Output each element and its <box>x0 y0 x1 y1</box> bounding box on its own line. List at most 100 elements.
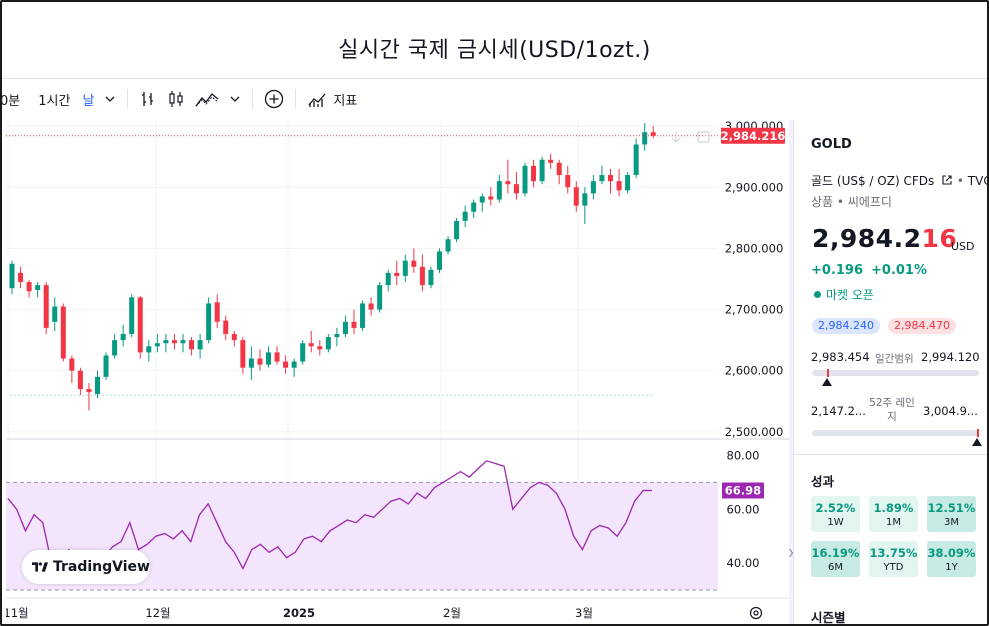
candle-body <box>52 306 58 322</box>
performance-card[interactable]: 13.75% YTD <box>869 541 918 577</box>
candle-body <box>539 159 545 182</box>
candle-body <box>599 175 605 182</box>
candle-body <box>479 196 485 203</box>
candle-body <box>642 132 648 145</box>
performance-period: 1Y <box>945 562 958 573</box>
last-price: 2,984.216 <box>812 224 957 253</box>
performance-card[interactable]: 1.89% 1M <box>869 496 918 532</box>
tradingview-logo-icon <box>32 562 48 572</box>
chart-style-dropdown-button[interactable] <box>224 85 246 113</box>
candle-body <box>86 389 92 393</box>
divider <box>2 78 987 79</box>
candle-body <box>650 132 656 136</box>
candle-body <box>462 211 468 221</box>
candle-chart-style-button[interactable] <box>162 85 190 113</box>
candle-body <box>35 285 41 291</box>
time-axis-label: 3월 <box>575 606 593 620</box>
chart-pane[interactable]: 3,000.000 2,900.000 2,800.000 2,700.000 2,60… <box>3 119 789 624</box>
candle-body <box>146 346 152 353</box>
price-axis-label: 2,700.000 <box>725 303 784 317</box>
interval-day-button[interactable]: 날 <box>82 93 95 109</box>
bar-chart-style-button[interactable] <box>134 85 162 113</box>
candle-body <box>573 187 579 206</box>
last-price-main: 2,984.2 <box>812 224 922 253</box>
candle-body <box>171 340 177 344</box>
performance-card[interactable]: 38.09% 1Y <box>927 541 976 577</box>
candle-body <box>419 266 425 286</box>
chevron-down-icon <box>105 96 115 102</box>
gear-icon[interactable] <box>749 606 763 620</box>
candle-body <box>240 340 246 368</box>
candle-body <box>214 302 220 322</box>
candle-body <box>513 184 519 194</box>
performance-card[interactable]: 12.51% 3M <box>927 496 976 532</box>
symbol-name[interactable]: GOLD <box>811 137 852 152</box>
tradingview-logo[interactable]: TradingView <box>22 550 150 584</box>
gear-hub <box>753 610 759 616</box>
52week-range-low: 2,147.2... <box>811 404 866 418</box>
sidebar-resize-handle[interactable] <box>789 120 793 624</box>
interval-dropdown-button[interactable] <box>99 85 121 113</box>
52week-range-bar <box>812 429 980 437</box>
candle-body <box>411 260 417 267</box>
candle-body <box>582 193 588 206</box>
plus-circle-icon <box>265 89 284 109</box>
current-price-tag-label: 2,984.216 <box>721 129 786 143</box>
performance-period: 3M <box>944 517 959 528</box>
toolbar-separator <box>252 89 254 109</box>
interval-partial-button[interactable]: 0분 <box>0 93 21 109</box>
candle-body <box>385 272 391 286</box>
candle-body <box>565 175 571 188</box>
candle-body <box>154 343 160 347</box>
candle-body <box>223 320 229 335</box>
candle-body <box>616 181 622 191</box>
gear-ring <box>749 606 763 620</box>
external-link-icon[interactable] <box>941 174 953 186</box>
compare-add-button[interactable] <box>259 85 289 113</box>
exchange-name[interactable]: TVC <box>967 174 987 188</box>
candle-body <box>360 303 366 328</box>
interval-1h-button[interactable]: 1시간 <box>38 93 71 109</box>
download-icon <box>671 132 681 143</box>
last-price-tail: 16 <box>921 224 958 253</box>
time-axis-label: 12월 <box>145 606 170 620</box>
candle-body <box>437 251 442 270</box>
candle-body <box>548 159 554 163</box>
performance-period: 6M <box>828 562 843 573</box>
candle-body <box>471 202 477 212</box>
performance-value: 16.19% <box>811 546 860 560</box>
price-change-percent: +0.01% <box>871 263 927 278</box>
candle-body <box>257 358 263 365</box>
performance-title: 성과 <box>811 474 835 489</box>
performance-card[interactable]: 16.19% 6M <box>811 541 860 577</box>
price-change: +0.196 <box>811 263 864 278</box>
symbol-description-row: 골드 (US$ / OZ) CFDs • TVC <box>811 172 987 189</box>
performance-value: 38.09% <box>927 546 976 560</box>
candle-body <box>428 269 434 286</box>
candle-body <box>163 340 169 344</box>
symbol-description[interactable]: 골드 (US$ / OZ) CFDs <box>811 174 935 188</box>
indicators-button[interactable]: 지표 <box>302 85 362 113</box>
bid-price-badge: 2,984.240 <box>812 318 880 334</box>
chart-axes: 3,000.0002,900.0002,800.0002,700.0002,60… <box>3 119 789 620</box>
price-axis-label: 2,900.000 <box>725 180 784 194</box>
candle-body <box>26 282 32 292</box>
day-range-bar <box>812 369 979 377</box>
candle-body <box>317 346 323 350</box>
divider <box>794 454 987 455</box>
candle-body <box>129 297 135 335</box>
price-axis-label: 2,500.000 <box>725 425 784 439</box>
chevron-right-icon <box>789 548 793 558</box>
candle-body <box>120 334 126 341</box>
symbol-category: 상품 <box>811 195 834 209</box>
performance-card[interactable]: 2.52% 1W <box>811 496 860 532</box>
performance-value: 1.89% <box>873 501 914 515</box>
candle-body <box>77 370 83 390</box>
candle-body <box>351 321 357 328</box>
candle-body <box>522 165 528 194</box>
time-axis-label: 2월 <box>443 606 461 620</box>
area-chart-style-button[interactable] <box>190 85 224 113</box>
candle-body <box>206 303 212 341</box>
candle-body <box>394 272 400 276</box>
